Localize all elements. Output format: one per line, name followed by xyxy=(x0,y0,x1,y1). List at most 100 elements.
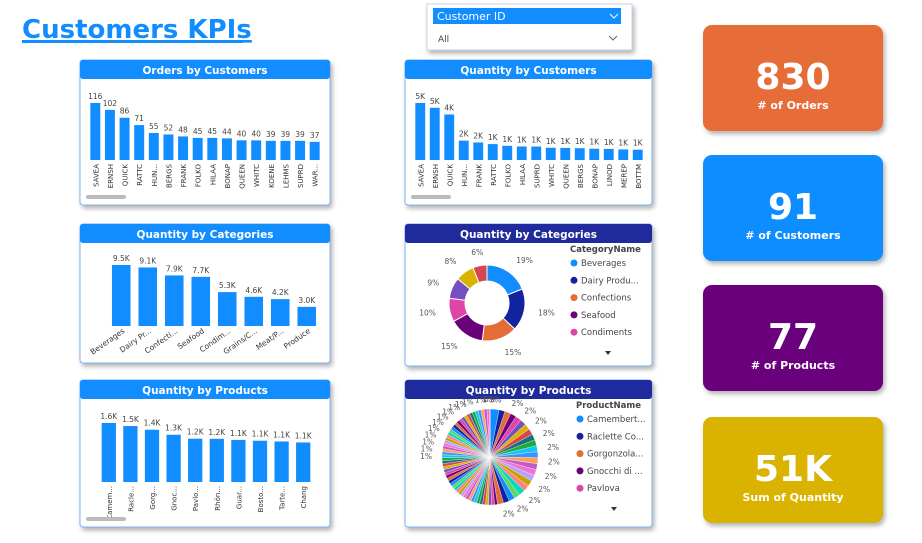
kpi-label: # of Orders xyxy=(757,99,829,112)
bar xyxy=(111,265,131,326)
data-label: 1K xyxy=(546,137,557,146)
bar xyxy=(251,140,262,160)
legend-scroll-arrow[interactable] xyxy=(611,507,617,511)
data-label: 1.1K xyxy=(252,430,270,439)
bar xyxy=(516,146,527,160)
slicer-arrow xyxy=(609,13,619,19)
bar xyxy=(632,149,643,160)
x-tick-label: Pavlo... xyxy=(192,486,200,511)
bar xyxy=(164,275,184,326)
data-label: 55 xyxy=(149,122,159,131)
data-label: 1K xyxy=(488,133,499,142)
bar xyxy=(603,148,614,160)
data-label: 5.3K xyxy=(219,281,237,290)
x-tick-label: QUICK xyxy=(122,164,130,187)
data-label: 39 xyxy=(281,130,291,139)
x-tick-label: RATTC xyxy=(490,164,498,186)
x-tick-label: WHITC xyxy=(548,164,556,187)
bar xyxy=(296,442,311,482)
data-label: 1K xyxy=(633,139,644,148)
data-label: 1% xyxy=(425,431,437,440)
data-label: 45 xyxy=(208,127,218,136)
x-tick-label: HUN... xyxy=(461,164,469,186)
data-label: 2% xyxy=(547,443,559,452)
x-tick-label: FOLKO xyxy=(504,164,512,188)
data-label: 1% xyxy=(482,395,494,404)
x-tick-label: FRANK xyxy=(180,164,188,188)
slicer-label: Customer ID xyxy=(437,10,506,23)
bar xyxy=(144,429,160,482)
data-label: 3.0K xyxy=(298,296,316,305)
slicer-header[interactable] xyxy=(433,8,621,24)
x-tick-label: Camem... xyxy=(106,486,114,520)
bar xyxy=(134,125,145,160)
panel-background xyxy=(79,59,331,206)
legend-label: Seafood xyxy=(581,311,616,321)
data-label: 1.4K xyxy=(144,419,162,428)
panel-header xyxy=(80,60,330,79)
kpi-value: 51K xyxy=(754,449,833,490)
kpi-card xyxy=(703,285,883,391)
data-label: 1% xyxy=(437,412,449,421)
legend-marker xyxy=(576,415,584,423)
data-label: 2% xyxy=(545,472,557,481)
data-label: 5K xyxy=(430,97,441,106)
data-label: 45 xyxy=(193,127,203,136)
slicer-selection[interactable]: All xyxy=(438,35,449,45)
scrollbar[interactable] xyxy=(411,195,451,199)
panel-header xyxy=(405,60,652,79)
scrollbar[interactable] xyxy=(86,517,126,521)
bar xyxy=(166,434,181,482)
panel-background xyxy=(79,379,331,528)
legend-label: Dairy Produ... xyxy=(581,276,639,286)
data-label: 9% xyxy=(427,278,439,287)
page-title: Customers KPIs xyxy=(22,15,252,45)
data-label: 3% xyxy=(490,395,502,404)
chart-title: Orders by Customers xyxy=(143,65,268,77)
bar xyxy=(209,438,224,482)
data-label: 9.5K xyxy=(113,254,131,263)
data-label: 6% xyxy=(471,248,483,257)
legend-marker xyxy=(576,450,584,458)
x-tick-label: WHITC xyxy=(253,164,261,187)
x-tick-label: BONAP xyxy=(591,164,599,188)
data-label: 2% xyxy=(524,406,536,415)
legend-scroll-arrow[interactable] xyxy=(605,351,611,355)
legend-marker xyxy=(576,432,584,440)
data-label: 1K xyxy=(560,137,571,146)
data-label: 4.6K xyxy=(245,286,263,295)
data-label: 1% xyxy=(462,397,474,406)
legend-marker xyxy=(576,467,584,475)
kpi-value: 830 xyxy=(755,57,830,98)
dropdown-arrow xyxy=(608,35,618,41)
chart-title: Quantity by Categories xyxy=(137,229,274,241)
data-label: 1.2K xyxy=(187,428,205,437)
kpi-label: # of Products xyxy=(751,359,836,372)
legend-label: Camembert... xyxy=(587,415,646,425)
bar xyxy=(545,147,556,160)
data-label: 1.1K xyxy=(230,429,248,438)
x-tick-label: BERGS xyxy=(165,163,173,188)
data-label: 2K xyxy=(473,131,484,140)
data-label: 1K xyxy=(502,135,513,144)
bar xyxy=(309,141,320,160)
x-tick-label: WAR... xyxy=(312,164,320,187)
data-label: 4K xyxy=(444,103,455,112)
scrollbar[interactable] xyxy=(86,195,126,199)
x-tick-label: FRANK xyxy=(475,164,483,188)
data-label: 39 xyxy=(295,130,305,139)
bar xyxy=(458,140,469,160)
kpi-cards: 830# of Orders 91# of Customers 77# of Pro… xyxy=(703,25,883,523)
bar xyxy=(280,140,291,160)
data-label: 5K xyxy=(415,92,426,101)
kpi-card xyxy=(703,25,883,131)
slice xyxy=(472,264,488,284)
legend-marker xyxy=(570,311,578,319)
x-tick-label: LEHMS xyxy=(282,163,290,188)
data-label: 1% xyxy=(420,452,432,461)
data-label: 102 xyxy=(103,99,118,108)
kpi-label: Sum of Quantity xyxy=(742,491,843,504)
x-tick-label: Chang xyxy=(300,486,308,509)
